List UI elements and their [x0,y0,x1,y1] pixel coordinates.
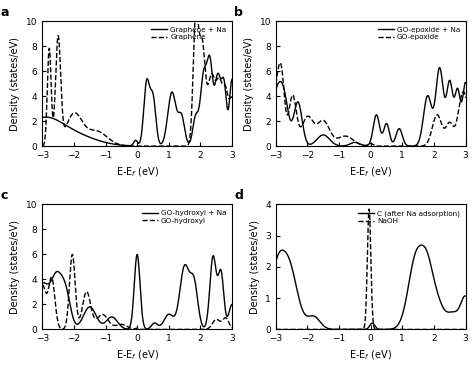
X-axis label: E-E$_f$ (eV): E-E$_f$ (eV) [349,166,392,179]
Y-axis label: Density (states/eV): Density (states/eV) [10,220,20,314]
Legend: Graphene + Na, Graphene: Graphene + Na, Graphene [149,25,228,43]
Text: c: c [0,189,8,202]
Y-axis label: Density (states/eV): Density (states/eV) [10,37,20,131]
X-axis label: E-E$_f$ (eV): E-E$_f$ (eV) [116,349,159,362]
X-axis label: E-E$_f$ (eV): E-E$_f$ (eV) [349,349,392,362]
Text: b: b [234,6,243,19]
Text: a: a [0,6,9,19]
Y-axis label: Density (states/eV): Density (states/eV) [244,37,254,131]
Text: d: d [234,189,243,202]
X-axis label: E-E$_f$ (eV): E-E$_f$ (eV) [116,166,159,179]
Y-axis label: Density (states/eV): Density (states/eV) [250,220,260,314]
Legend: GO-epoxide + Na, GO-epoxide: GO-epoxide + Na, GO-epoxide [375,25,462,43]
Legend: C (after Na adsorption), NaOH: C (after Na adsorption), NaOH [356,208,462,226]
Legend: GO-hydroxyl + Na, GO-hydroxyl: GO-hydroxyl + Na, GO-hydroxyl [140,208,228,226]
